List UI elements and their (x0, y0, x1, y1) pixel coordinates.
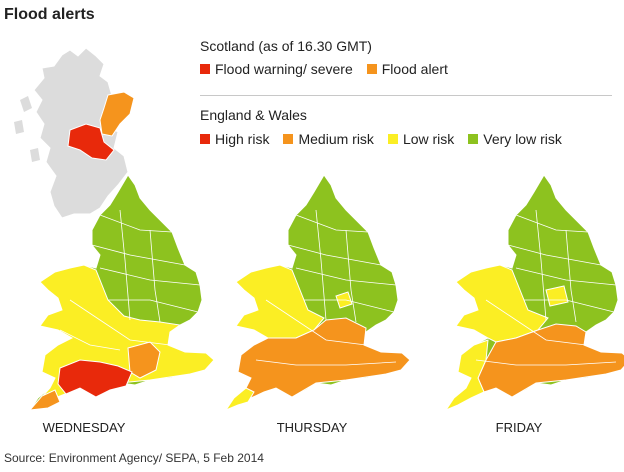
wed-high-risk (57, 359, 133, 398)
wed-county-lines (59, 209, 201, 351)
legend-item-low-risk: Low risk (387, 131, 455, 147)
legend-item-flood-warning: Flood warning/ severe (200, 61, 353, 77)
legend-item-medium-risk: Medium risk (283, 131, 374, 147)
page-title: Flood alerts (4, 6, 95, 23)
map-thursday (224, 174, 411, 412)
source-note: Source: Environment Agency/ SEPA, 5 Feb … (4, 451, 264, 465)
legend-label: Medium risk (298, 131, 374, 147)
map-wednesday (14, 47, 215, 411)
thu-low-risk-sw (224, 387, 255, 412)
legend-label: Flood alert (381, 61, 448, 77)
england-wales-legend: High risk Medium risk Low risk Very low … (200, 131, 562, 147)
scotland-legend-heading: Scotland (as of 16.30 GMT) (200, 38, 372, 54)
legend-label: Very low risk (483, 131, 562, 147)
swatch-orange (366, 64, 377, 74)
swatch-red (200, 134, 210, 144)
fri-county-lines (475, 209, 617, 366)
legend-item-high-risk: High risk (200, 131, 269, 147)
day-label-wednesday: WEDNESDAY (42, 420, 126, 435)
fri-medium-risk (477, 323, 624, 398)
day-label-friday: FRIDAY (495, 420, 543, 435)
swatch-orange (283, 134, 294, 144)
legend-label: Flood warning/ severe (215, 61, 353, 77)
thu-county-lines (255, 209, 397, 366)
swatch-yellow (387, 134, 398, 144)
fri-low-risk-island (545, 285, 569, 307)
fri-low-risk-sw (444, 339, 489, 412)
swatch-red (200, 64, 210, 74)
legend-label: Low risk (402, 131, 455, 147)
legend-item-flood-alert: Flood alert (366, 61, 448, 77)
day-label-thursday: THURSDAY (276, 420, 348, 435)
legend-label: High risk (215, 131, 270, 147)
legend-item-very-low-risk: Very low risk (468, 131, 562, 147)
map-friday (444, 174, 624, 412)
scotland-legend: Flood warning/ severe Flood alert (200, 61, 462, 77)
scotland-islands (14, 96, 40, 162)
thu-medium-risk (224, 317, 411, 412)
scotland-flood-warning-area (67, 123, 115, 161)
swatch-green (468, 134, 479, 144)
scotland-flood-alert-area (99, 91, 135, 137)
legend-divider (200, 95, 612, 96)
wed-medium-risk-sw (28, 389, 61, 411)
england-wales-legend-heading: England & Wales (200, 107, 307, 123)
